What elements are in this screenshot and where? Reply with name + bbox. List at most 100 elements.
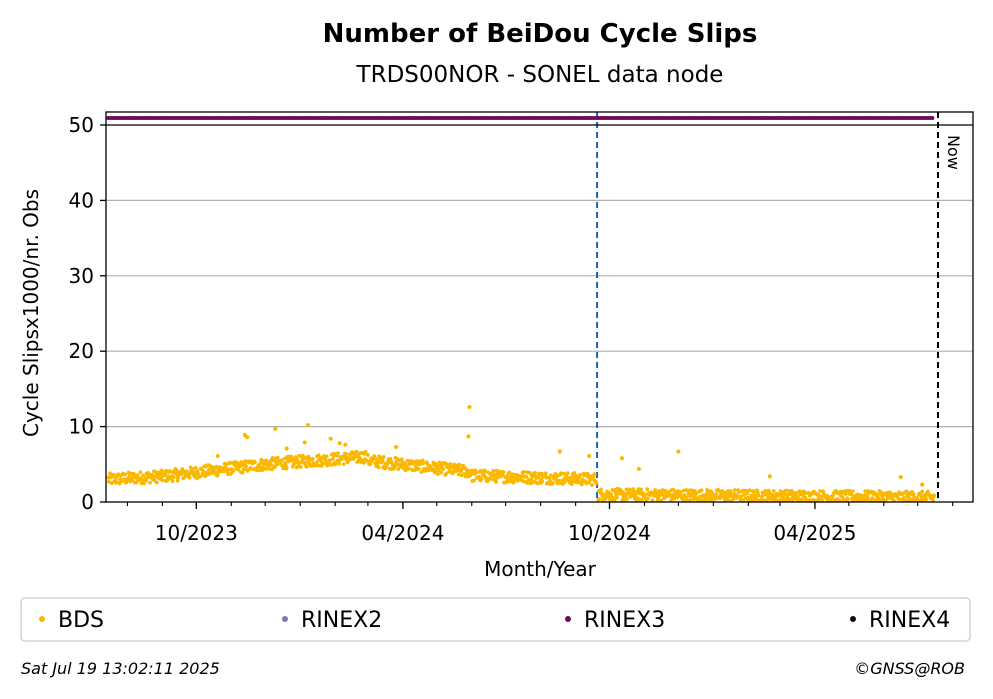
bds-point bbox=[904, 489, 909, 494]
bds-point bbox=[752, 490, 756, 494]
bds-point bbox=[543, 471, 548, 476]
bds-point bbox=[275, 455, 280, 460]
bds-point bbox=[245, 435, 250, 440]
bds-point bbox=[732, 488, 737, 493]
bds-point bbox=[231, 468, 236, 473]
bds-point bbox=[850, 489, 855, 494]
bds-point bbox=[437, 466, 441, 471]
bds-point bbox=[236, 467, 240, 472]
bds-point bbox=[645, 487, 650, 492]
bds-point bbox=[363, 450, 368, 454]
y-tick-label: 40 bbox=[69, 188, 94, 212]
bds-point bbox=[800, 498, 805, 502]
y-axis-ticks: 0 10 20 30 40 50 bbox=[69, 113, 106, 514]
grid-lines bbox=[106, 199, 973, 428]
legend-marker bbox=[850, 616, 856, 622]
bds-point bbox=[551, 481, 555, 485]
bds-point bbox=[694, 491, 699, 496]
bds-point bbox=[106, 479, 111, 484]
bds-point bbox=[261, 465, 265, 470]
bds-point bbox=[354, 449, 359, 454]
bds-point bbox=[599, 487, 603, 492]
legend-marker bbox=[282, 616, 288, 622]
bds-point bbox=[435, 463, 440, 468]
bds-point bbox=[191, 467, 195, 472]
bds-point bbox=[639, 487, 644, 492]
bds-point bbox=[819, 494, 824, 499]
bds-point bbox=[736, 490, 741, 495]
chart-title: Number of BeiDou Cycle Slips bbox=[323, 19, 758, 49]
bds-point bbox=[184, 469, 189, 474]
bds-point bbox=[215, 453, 220, 459]
x-tick-label: 10/2024 bbox=[568, 521, 651, 545]
bds-point bbox=[587, 453, 592, 459]
bds-point bbox=[880, 495, 885, 500]
bds-point bbox=[441, 467, 445, 471]
bds-point bbox=[331, 457, 335, 461]
bds-point bbox=[269, 462, 274, 467]
bds-point bbox=[771, 489, 776, 493]
bds-point bbox=[522, 470, 527, 474]
bds-point bbox=[731, 497, 736, 502]
bds-point bbox=[399, 457, 404, 462]
bds-point bbox=[898, 475, 903, 480]
bds-point bbox=[328, 436, 333, 441]
bds-point bbox=[323, 458, 328, 462]
bds-point bbox=[337, 441, 342, 446]
bds-point bbox=[745, 491, 750, 496]
legend-frame bbox=[20, 597, 971, 642]
data-points bbox=[106, 116, 936, 503]
bds-point bbox=[806, 491, 811, 495]
bds-point bbox=[109, 481, 114, 486]
bds-point bbox=[840, 495, 845, 500]
bds-point bbox=[279, 458, 284, 463]
bds-point bbox=[614, 495, 619, 500]
bds-point bbox=[849, 492, 853, 497]
bds-point bbox=[325, 463, 330, 468]
bds-point bbox=[557, 449, 562, 454]
bds-point bbox=[643, 492, 647, 497]
bds-point bbox=[579, 482, 584, 487]
bds-point bbox=[381, 455, 386, 459]
legend-label: RINEX2 bbox=[301, 608, 382, 633]
bds-point bbox=[474, 470, 479, 475]
rinex3-point bbox=[930, 116, 935, 120]
x-tick-label: 04/2024 bbox=[361, 521, 444, 545]
y-axis-label: Cycle Slipsx1000/nr. Obs bbox=[19, 189, 43, 437]
bds-point bbox=[433, 470, 437, 475]
bds-point bbox=[457, 462, 462, 467]
bds-point bbox=[141, 481, 146, 486]
bds-point bbox=[747, 488, 752, 493]
vertical-markers: Now bbox=[596, 112, 963, 502]
bds-point bbox=[343, 451, 348, 456]
bds-point bbox=[679, 489, 684, 494]
bds-point bbox=[845, 497, 850, 502]
bds-point bbox=[699, 488, 704, 493]
bds-point bbox=[170, 479, 175, 483]
bds-point bbox=[215, 472, 220, 477]
bds-point bbox=[341, 462, 346, 467]
bds-point bbox=[547, 476, 552, 481]
bds-point bbox=[324, 454, 329, 459]
bds-point bbox=[302, 440, 307, 445]
bds-point bbox=[504, 474, 509, 479]
bds-point bbox=[501, 469, 506, 474]
bds-point bbox=[924, 497, 929, 502]
y-tick-label: 0 bbox=[81, 490, 94, 514]
bds-point bbox=[148, 480, 152, 485]
bds-point bbox=[639, 497, 644, 502]
legend-label: RINEX3 bbox=[584, 608, 665, 633]
bds-point bbox=[507, 470, 512, 475]
bds-point bbox=[388, 457, 393, 461]
bds-point bbox=[298, 465, 303, 469]
bds-point bbox=[163, 471, 168, 476]
bds-point bbox=[310, 456, 315, 461]
bds-point bbox=[196, 471, 200, 476]
bds-point bbox=[932, 493, 936, 498]
y-tick-label: 50 bbox=[69, 113, 94, 137]
bds-point bbox=[863, 489, 868, 494]
bds-point bbox=[624, 487, 629, 492]
bds-point bbox=[135, 473, 140, 478]
bds-point bbox=[739, 494, 743, 499]
bds-point bbox=[540, 479, 545, 484]
